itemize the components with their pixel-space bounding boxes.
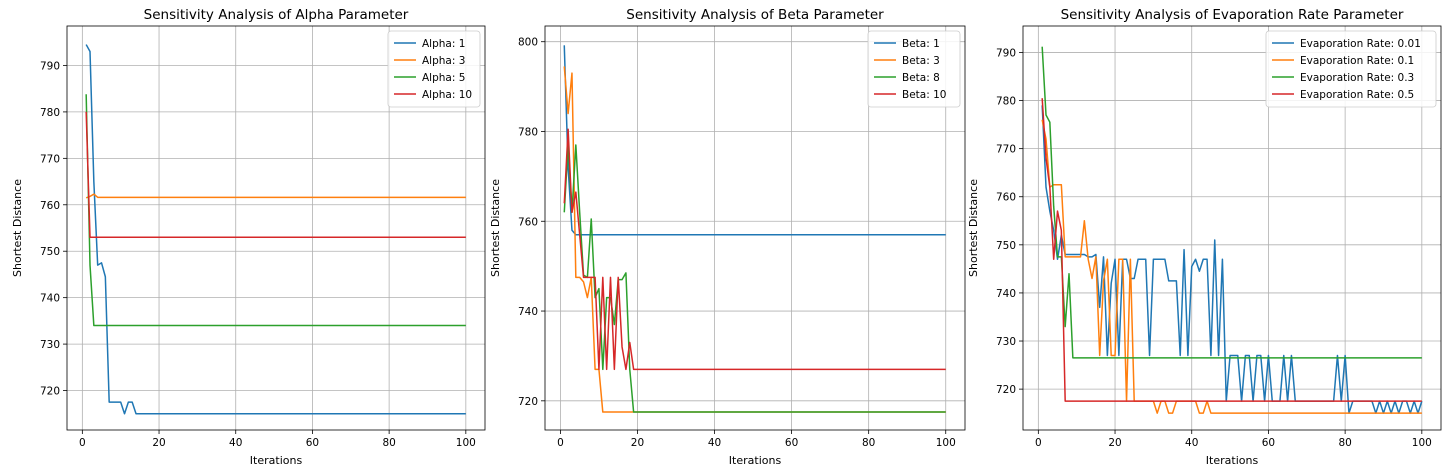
legend-box [1265, 30, 1437, 108]
y-tick-label: 730 [40, 339, 60, 351]
x-tick-label: 80 [862, 437, 875, 449]
legend: Evaporation Rate: 0.01 Evaporation Rate: … [1265, 30, 1437, 108]
y-tick-label: 780 [996, 96, 1016, 108]
x-tick-label: 60 [785, 437, 798, 449]
y-tick-label: 760 [518, 216, 538, 228]
x-tick-label: 100 [1412, 437, 1432, 449]
x-tick-label: 60 [306, 437, 319, 449]
x-tick-label: 20 [1108, 437, 1121, 449]
series-line-3 [563, 144, 946, 413]
legend: Beta: 1 Beta: 3 Beta: 8 Beta: 10 [867, 30, 961, 108]
y-axis-label: Shortest Distance [489, 179, 502, 277]
x-tick-label: 60 [1262, 437, 1275, 449]
chart-title: Sensitivity Analysis of Alpha Parameter [144, 7, 409, 23]
y-tick-label: 800 [518, 37, 538, 49]
y-tick-label: 720 [518, 396, 538, 408]
legend-label: Beta: 8 [902, 72, 940, 84]
series-line-1 [1041, 105, 1423, 414]
series-line-3 [1041, 46, 1422, 359]
y-tick-label: 790 [996, 47, 1016, 59]
x-tick-label: 20 [631, 437, 644, 449]
x-axis-label: Iterations [250, 454, 303, 467]
x-tick-label: 0 [1035, 437, 1042, 449]
legend: Alpha: 1 Alpha: 3 Alpha: 5 Alpha: 10 [387, 30, 481, 108]
legend-label: Evaporation Rate: 0.1 [1300, 55, 1414, 67]
legend-label: Alpha: 10 [422, 89, 472, 101]
series-line-1 [85, 44, 466, 415]
chart-title: Sensitivity Analysis of Evaporation Rate… [1061, 7, 1404, 23]
x-tick-label: 0 [79, 437, 86, 449]
series-line-2 [85, 193, 466, 199]
x-tick-label: 40 [229, 437, 242, 449]
series-line-4 [1041, 98, 1422, 402]
y-tick-label: 760 [40, 200, 60, 212]
legend-label: Alpha: 5 [422, 72, 465, 84]
y-tick-label: 790 [40, 60, 60, 72]
y-tick-label: 720 [40, 386, 60, 398]
y-tick-label: 770 [40, 153, 60, 165]
x-axis-label: Iterations [729, 454, 782, 467]
series-line-2 [563, 66, 946, 413]
subplot-3: 0 20 40 60 80 100 720 730 740 750 760 770 780 790 Sens… [967, 7, 1442, 467]
y-axis-label: Shortest Distance [11, 179, 24, 277]
series-line-4 [85, 111, 466, 239]
y-tick-label: 760 [996, 192, 1016, 204]
subplot-2: 0 20 40 60 80 100 720 740 760 780 800 Sensitivity A… [489, 7, 966, 467]
legend-label: Alpha: 3 [422, 55, 465, 67]
x-tick-label: 40 [708, 437, 721, 449]
x-tick-label: 100 [936, 437, 956, 449]
legend-box [387, 30, 481, 108]
y-tick-label: 770 [996, 144, 1016, 156]
legend-label: Beta: 1 [902, 38, 940, 50]
y-tick-label: 780 [518, 126, 538, 138]
y-axis-label: Shortest Distance [967, 179, 980, 277]
plot-frame [544, 25, 966, 431]
x-tick-label: 100 [456, 437, 476, 449]
y-tick-label: 750 [40, 246, 60, 258]
y-tick-label: 740 [40, 293, 60, 305]
x-tick-label: 80 [382, 437, 395, 449]
y-tick-label: 740 [996, 288, 1016, 300]
y-tick-label: 750 [996, 240, 1016, 252]
y-tick-label: 780 [40, 107, 60, 119]
series-line-1 [563, 45, 946, 236]
legend-label: Beta: 3 [902, 55, 940, 67]
chart-title: Sensitivity Analysis of Beta Parameter [626, 7, 884, 23]
plot-frame [1022, 25, 1442, 431]
x-tick-label: 80 [1338, 437, 1351, 449]
y-tick-label: 730 [996, 336, 1016, 348]
series-line-2 [1041, 119, 1422, 414]
x-axis-label: Iterations [1206, 454, 1259, 467]
plot-frame [66, 25, 486, 431]
subplot-1: 0 20 40 60 80 100 720 730 740 750 760 770 780 790 Sens… [11, 7, 486, 467]
legend-label: Evaporation Rate: 0.01 [1300, 38, 1421, 50]
series-line-3 [85, 94, 466, 327]
legend-label: Beta: 10 [902, 89, 946, 101]
series-line-4 [563, 128, 946, 371]
y-tick-label: 740 [518, 306, 538, 318]
x-tick-label: 20 [152, 437, 165, 449]
legend-box [867, 30, 961, 108]
legend-label: Alpha: 1 [422, 38, 465, 50]
y-tick-label: 720 [996, 384, 1016, 396]
legend-label: Evaporation Rate: 0.3 [1300, 72, 1414, 84]
legend-label: Evaporation Rate: 0.5 [1300, 89, 1414, 101]
x-tick-label: 0 [557, 437, 564, 449]
x-tick-label: 40 [1185, 437, 1198, 449]
